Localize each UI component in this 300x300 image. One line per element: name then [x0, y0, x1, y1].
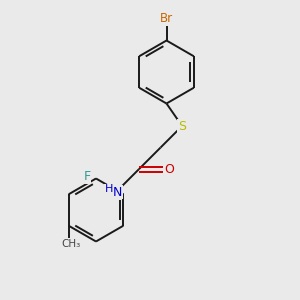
Text: H: H: [105, 184, 113, 194]
Text: N: N: [113, 186, 123, 199]
Text: F: F: [83, 170, 91, 184]
Text: O: O: [165, 163, 174, 176]
Text: CH₃: CH₃: [61, 239, 81, 249]
Text: S: S: [178, 119, 186, 133]
Text: Br: Br: [160, 12, 173, 25]
